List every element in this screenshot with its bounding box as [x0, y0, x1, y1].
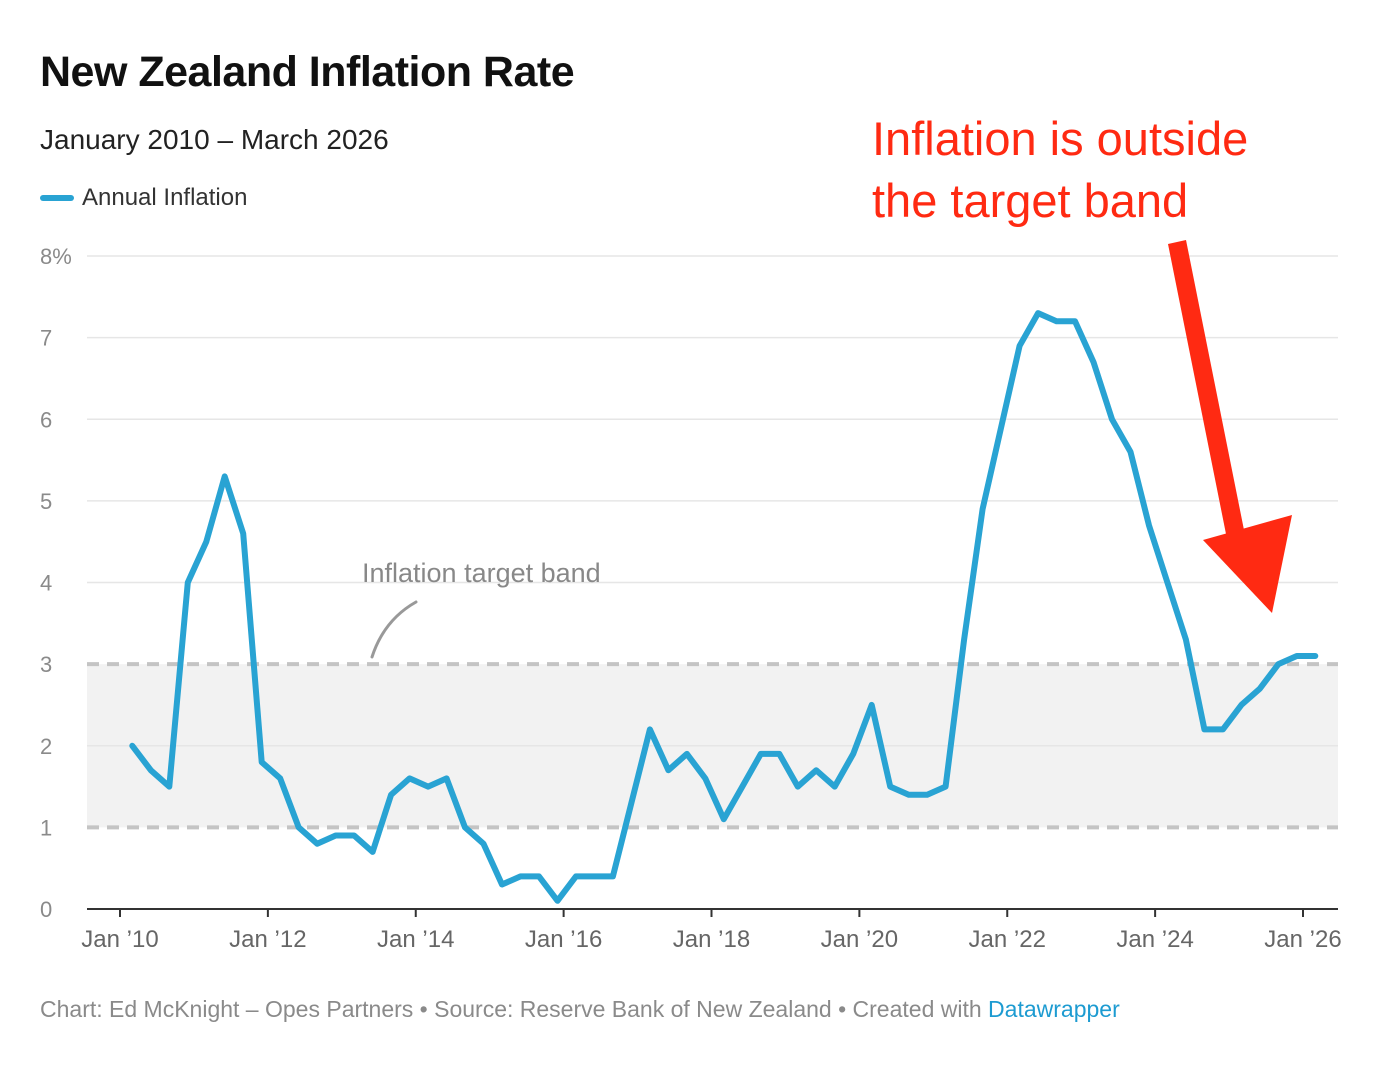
x-tick-label: Jan ’10 — [81, 926, 158, 953]
red-arrow-shaft — [1168, 240, 1247, 549]
credits-text: Chart: Ed McKnight – Opes Partners • Sou… — [40, 996, 989, 1022]
red-arrow-head — [1203, 515, 1292, 613]
x-tick-label: Jan ’22 — [969, 926, 1046, 953]
y-tick-label: 2 — [40, 734, 52, 759]
y-tick-label: 1 — [40, 815, 52, 840]
callout-annotation: Inflation is outside the target band — [872, 112, 1249, 227]
x-tick-label: Jan ’18 — [673, 926, 750, 953]
y-tick-label: 6 — [40, 407, 52, 432]
x-tick-label: Jan ’20 — [821, 926, 898, 953]
x-tick-label: Jan ’26 — [1264, 926, 1341, 953]
y-tick-label: 4 — [40, 571, 52, 596]
x-tick-label: Jan ’24 — [1116, 926, 1193, 953]
y-tick-label: 5 — [40, 489, 52, 514]
x-tick-label: Jan ’14 — [377, 926, 454, 953]
chart-title: New Zealand Inflation Rate — [40, 48, 575, 96]
chart-credits: Chart: Ed McKnight – Opes Partners • Sou… — [40, 996, 1120, 1023]
y-tick-label: 8% — [40, 244, 72, 269]
series-line-annual-inflation — [129, 310, 1319, 904]
y-tick-label: 0 — [40, 897, 52, 922]
x-tick-label: Jan ’16 — [525, 926, 602, 953]
y-tick-label: 3 — [40, 652, 52, 677]
band-label-pointer — [370, 600, 418, 659]
x-tick-label: Jan ’12 — [229, 926, 306, 953]
datawrapper-link[interactable]: Datawrapper — [988, 996, 1120, 1022]
legend-label: Annual Inflation — [82, 184, 248, 211]
legend: Annual Inflation — [40, 184, 247, 212]
target-band-label: Inflation target band — [362, 558, 601, 588]
chart-subtitle: January 2010 – March 2026 — [40, 124, 389, 155]
legend-swatch — [40, 195, 74, 201]
y-tick-label: 7 — [40, 326, 52, 351]
